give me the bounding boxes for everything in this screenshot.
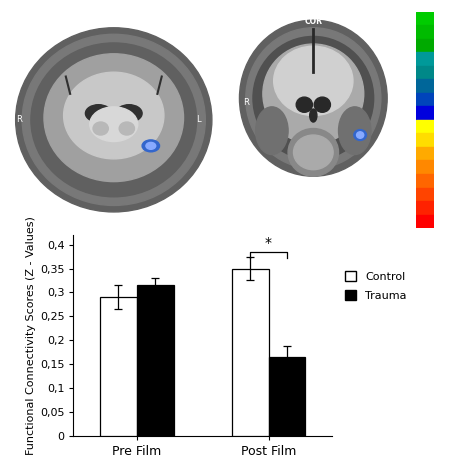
Ellipse shape (293, 135, 333, 170)
Bar (416, 147, 434, 160)
Ellipse shape (85, 105, 111, 122)
Ellipse shape (273, 46, 353, 116)
Ellipse shape (314, 97, 330, 112)
Legend: Control, Trauma: Control, Trauma (345, 271, 407, 301)
Ellipse shape (64, 72, 164, 159)
Bar (416, 201, 434, 215)
Text: COR: COR (304, 17, 322, 26)
Ellipse shape (22, 34, 205, 206)
Ellipse shape (246, 28, 381, 169)
Y-axis label: Functional Connectivity Scores (Z - Values): Functional Connectivity Scores (Z - Valu… (26, 216, 36, 455)
Ellipse shape (263, 44, 364, 144)
Bar (416, 160, 434, 174)
Bar (416, 120, 434, 133)
Ellipse shape (296, 97, 312, 112)
Ellipse shape (90, 107, 138, 142)
Ellipse shape (310, 109, 317, 122)
Text: *: * (265, 236, 272, 250)
Bar (100, 297, 137, 436)
Text: R: R (243, 98, 249, 107)
Ellipse shape (354, 130, 366, 141)
Text: p(Bonf) < 1.000: p(Bonf) < 1.000 (236, 217, 275, 222)
Ellipse shape (146, 142, 156, 149)
Text: L: L (196, 115, 201, 124)
Ellipse shape (239, 20, 387, 176)
Ellipse shape (253, 36, 374, 160)
Bar (416, 133, 434, 147)
Ellipse shape (93, 122, 108, 135)
Ellipse shape (255, 107, 288, 154)
Text: 3.00: 3.00 (437, 135, 447, 140)
Ellipse shape (288, 129, 338, 176)
Bar (416, 66, 434, 79)
Bar (269, 357, 305, 436)
Bar (416, 174, 434, 188)
Ellipse shape (356, 132, 364, 138)
Ellipse shape (31, 43, 197, 197)
Bar (416, 52, 434, 66)
Ellipse shape (16, 28, 212, 212)
Bar (416, 188, 434, 201)
Text: TRA: TRA (105, 17, 122, 26)
Bar (416, 106, 434, 120)
Bar (137, 285, 173, 436)
Ellipse shape (338, 107, 371, 154)
Bar (416, 215, 434, 228)
Bar (416, 79, 434, 93)
Text: -6.00: -6.00 (437, 16, 449, 21)
Bar (416, 39, 434, 52)
Bar (416, 93, 434, 106)
Bar (232, 268, 269, 436)
Bar (416, 25, 434, 39)
Ellipse shape (116, 105, 142, 122)
Ellipse shape (44, 54, 183, 182)
Text: -4.00: -4.00 (437, 85, 449, 90)
Text: 4.00: 4.00 (437, 221, 447, 226)
Text: R: R (16, 115, 21, 124)
Ellipse shape (142, 140, 160, 152)
Text: p < 0.0001S3: p < 0.0001S3 (370, 217, 403, 222)
Ellipse shape (119, 122, 135, 135)
Bar (416, 12, 434, 25)
